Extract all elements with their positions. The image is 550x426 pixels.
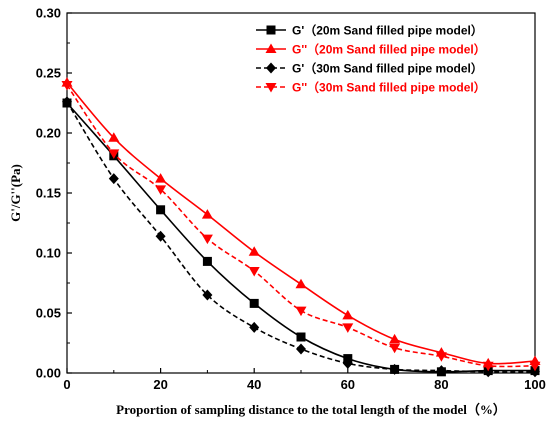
data-point: [342, 309, 354, 320]
data-point: [295, 278, 307, 289]
data-point: [482, 361, 494, 372]
x-tick-label: 80: [434, 377, 448, 392]
x-tick-label: 60: [341, 377, 355, 392]
y-tick-label: 0.30: [36, 6, 61, 21]
data-point: [296, 343, 306, 355]
data-point: [61, 81, 73, 91]
data-point: [389, 343, 401, 354]
data-point: [249, 298, 259, 308]
legend-entry-2: G''（20m Sand filled pipe model）: [256, 42, 486, 57]
legend-entry-1: G'（20m Sand filled pipe model）: [256, 23, 483, 38]
data-point: [436, 365, 447, 377]
legend-label: G''（30m Sand filled pipe model）: [292, 80, 486, 95]
data-point: [108, 149, 120, 159]
y-tick-label: 0.00: [36, 366, 61, 381]
legend-marker: [265, 43, 277, 53]
legend-marker: [266, 25, 276, 35]
data-point: [155, 173, 167, 183]
legend-label: G'（20m Sand filled pipe model）: [292, 23, 483, 38]
data-point: [483, 366, 494, 378]
data-point: [202, 289, 213, 301]
data-point: [108, 173, 119, 185]
legend: G'（20m Sand filled pipe model） G''（20m Sa…: [256, 23, 486, 95]
data-point: [342, 357, 353, 369]
data-point: [201, 234, 213, 245]
data-point: [435, 352, 447, 362]
y-tick-label: 0.20: [36, 126, 61, 141]
series-layer: [61, 77, 541, 378]
x-axis-title: Proportion of sampling distance to the t…: [116, 402, 506, 417]
data-point: [248, 267, 260, 277]
data-point: [530, 366, 540, 378]
legend-entry-4: G''（30m Sand filled pipe model）: [256, 80, 486, 95]
data-point: [248, 246, 260, 256]
x-tick-label: 0: [63, 377, 70, 392]
data-point: [342, 323, 354, 333]
legend-marker: [266, 62, 276, 74]
series-line: [66, 84, 536, 368]
data-point: [202, 256, 212, 266]
y-tick-label: 0.15: [36, 186, 61, 201]
data-point: [249, 321, 260, 333]
x-tick-label: 20: [153, 377, 167, 392]
tick-labels: 0 20 40 60 80 100 0.00 0.05 0.10 0.15 0.20 0.25 0.30: [36, 6, 546, 393]
y-tick-label: 0.25: [36, 66, 61, 81]
data-point: [295, 306, 307, 317]
series-1: [62, 98, 540, 377]
series-line: [66, 101, 536, 373]
data-point: [389, 363, 400, 375]
data-point: [156, 205, 166, 215]
series-2: [61, 77, 541, 368]
data-point: [389, 333, 401, 344]
data-point: [155, 230, 166, 242]
legend-label: G'（30m Sand filled pipe model）: [292, 61, 483, 76]
legend-entry-3: G'（30m Sand filled pipe model）: [256, 61, 483, 76]
series-3: [62, 96, 540, 378]
legend-label: G''（20m Sand filled pipe model）: [292, 42, 486, 57]
x-tick-label: 40: [247, 377, 261, 392]
series-line: [66, 102, 536, 373]
data-point: [296, 332, 306, 342]
data-point: [529, 361, 541, 372]
legend-marker: [265, 83, 277, 93]
y-tick-label: 0.05: [36, 306, 61, 321]
series-line: [66, 82, 536, 365]
data-point: [108, 132, 120, 142]
data-point: [62, 96, 72, 108]
data-point: [201, 209, 213, 219]
series-4: [61, 81, 541, 372]
data-point: [155, 185, 167, 195]
y-axis-title: G'/G''(Pa): [8, 164, 23, 222]
y-tick-label: 0.10: [36, 246, 61, 261]
x-tick-label: 100: [524, 377, 546, 392]
